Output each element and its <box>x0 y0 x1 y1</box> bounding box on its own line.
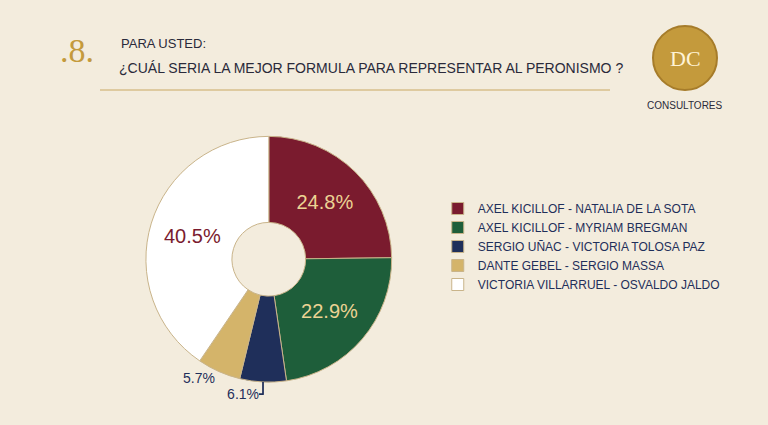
svg-text:DC: DC <box>670 46 701 71</box>
svg-text:CONSULTORES: CONSULTORES <box>647 100 723 111</box>
svg-text:DANTE GEBEL - SERGIO MASSA: DANTE GEBEL - SERGIO MASSA <box>478 259 664 273</box>
svg-text:AXEL KICILLOF - MYRIAM BREGMAN: AXEL KICILLOF - MYRIAM BREGMAN <box>478 221 688 235</box>
svg-text:¿CUÁL SERIA LA MEJOR FORMULA P: ¿CUÁL SERIA LA MEJOR FORMULA PARA REPRES… <box>119 60 623 76</box>
svg-text:SERGIO UÑAC - VICTORIA TOLOSA: SERGIO UÑAC - VICTORIA TOLOSA PAZ <box>478 240 705 254</box>
svg-text:.8.: .8. <box>60 32 94 69</box>
svg-text:22.9%: 22.9% <box>301 300 358 322</box>
svg-text:24.8%: 24.8% <box>296 191 353 213</box>
svg-text:5.7%: 5.7% <box>183 370 215 386</box>
svg-text:VICTORIA VILLARRUEL - OSVALDO: VICTORIA VILLARRUEL - OSVALDO JALDO <box>478 278 720 292</box>
svg-text:PARA USTED:: PARA USTED: <box>121 36 206 51</box>
svg-text:40.5%: 40.5% <box>164 225 221 247</box>
svg-text:AXEL KICILLOF - NATALIA DE LA: AXEL KICILLOF - NATALIA DE LA SOTA <box>478 202 696 216</box>
svg-text:6.1%: 6.1% <box>227 386 259 402</box>
